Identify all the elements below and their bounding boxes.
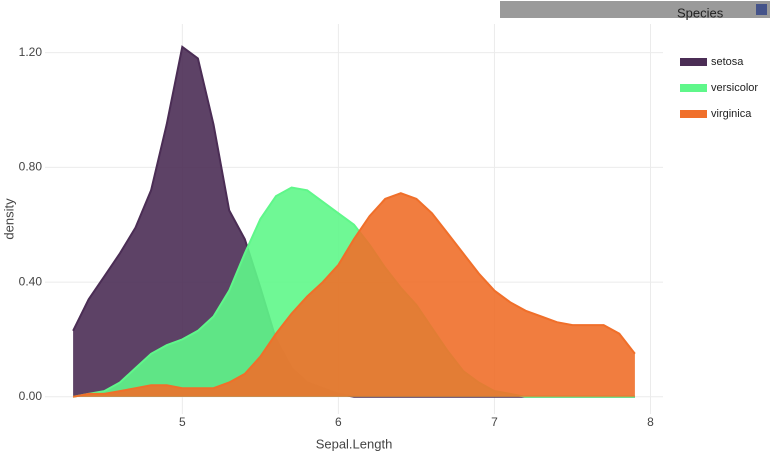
modebar[interactable] [500, 1, 770, 18]
legend-label: versicolor [711, 82, 758, 94]
legend-title: Species [677, 5, 724, 20]
legend-label: setosa [711, 56, 744, 68]
y-tick-label: 0.00 [19, 389, 43, 403]
legend-swatch [680, 84, 707, 92]
legend-swatch [680, 110, 707, 118]
x-tick-label: 8 [647, 415, 654, 429]
y-tick-label: 1.20 [19, 45, 43, 59]
area-fill [73, 193, 635, 397]
plot-area [45, 24, 663, 414]
x-tick-label: 7 [491, 415, 498, 429]
y-tick-label: 0.80 [19, 160, 43, 174]
y-axis-title: density [1, 198, 16, 240]
y-tick-label: 0.40 [19, 274, 43, 288]
modebar-logo[interactable] [756, 4, 767, 15]
legend-label: virginica [711, 108, 752, 120]
x-tick-label: 5 [179, 415, 186, 429]
x-axis-title: Sepal.Length [316, 436, 393, 451]
area-line [72, 192, 636, 398]
area-fill [73, 46, 635, 397]
area-line [72, 186, 635, 398]
legend-swatch [680, 58, 707, 66]
x-tick-label: 6 [335, 415, 342, 429]
modebar-bg[interactable] [500, 1, 770, 18]
